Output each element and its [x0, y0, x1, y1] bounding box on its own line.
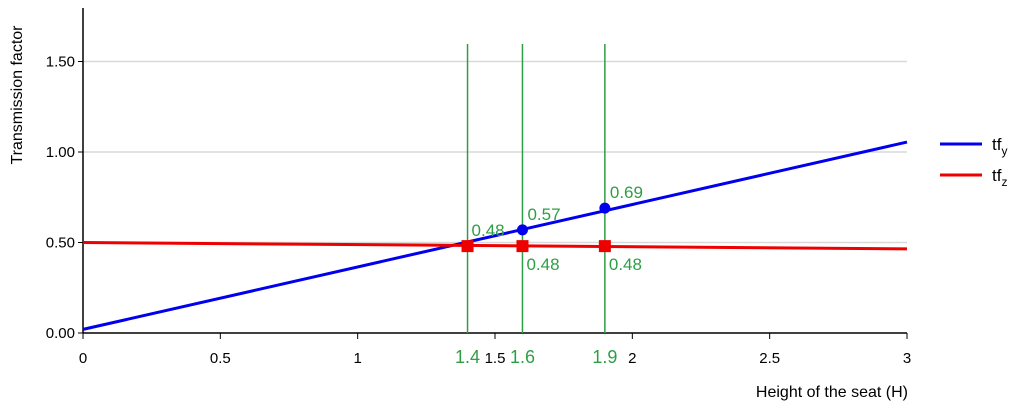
y-tick-label: 1.50 — [46, 54, 75, 71]
legend-label: tfz — [992, 166, 1007, 189]
data-point — [599, 202, 611, 214]
series-line — [82, 241, 908, 251]
legend-label-name: tf — [992, 166, 1002, 185]
data-label: 0.69 — [610, 183, 643, 202]
data-label: 0.48 — [609, 255, 642, 274]
legend-label: tfy — [992, 135, 1007, 158]
legend-label-name: tf — [992, 135, 1002, 154]
axes — [78, 8, 908, 339]
series-lines — [82, 140, 908, 331]
series-line — [82, 140, 908, 331]
y-tick-label: 0.50 — [46, 235, 75, 252]
legend-label-subscript: y — [1001, 144, 1007, 158]
data-label: 0.48 — [526, 255, 559, 274]
data-point — [516, 240, 529, 253]
point-markers: 0.57 0.69 0.48 0.48 0.48 — [461, 183, 643, 274]
x-tick-label: 1 — [353, 350, 361, 367]
x-tick-label: 2 — [628, 350, 636, 367]
x-tick-label: 0.5 — [210, 350, 231, 367]
x-tick-label: 2.5 — [759, 350, 780, 367]
reference-lines — [466, 44, 606, 333]
data-label: 0.57 — [527, 205, 560, 224]
data-label: 0.48 — [472, 221, 505, 240]
y-tick-label: 0.00 — [46, 325, 75, 342]
tick-labels: 0.00 0.50 1.00 1.50 0 0.5 1 1.5 2 2.5 3 1.4 1.6 1.9 — [46, 54, 911, 368]
y-axis-label: Transmission factor — [9, 25, 26, 165]
data-point — [516, 224, 528, 236]
data-point — [598, 240, 611, 253]
y-tick-label: 1.00 — [46, 144, 75, 161]
x-tick-label: 3 — [903, 350, 911, 367]
x-tick-label: 1.5 — [485, 350, 506, 367]
reference-line-label: 1.4 — [455, 347, 480, 367]
data-point — [461, 240, 474, 253]
reference-line-label: 1.9 — [592, 347, 617, 367]
grid-lines — [83, 60, 907, 244]
x-tick-label: 0 — [79, 350, 87, 367]
legend-label-subscript: z — [1001, 175, 1007, 189]
reference-line-label: 1.6 — [510, 347, 535, 367]
x-axis-label: Height of the seat (H) — [756, 384, 908, 401]
